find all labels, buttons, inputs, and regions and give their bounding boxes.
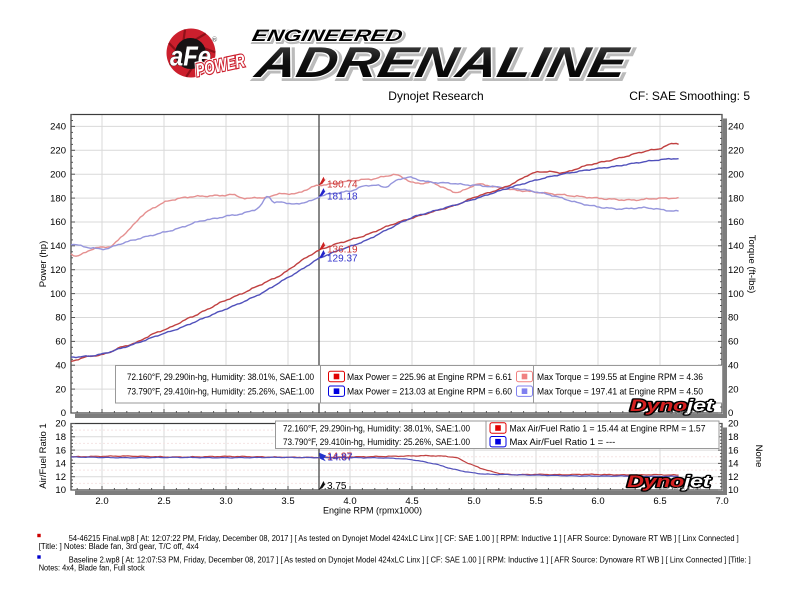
svg-text:Max Power = 225.96 at Engine R: Max Power = 225.96 at Engine RPM = 6.61 <box>347 372 512 383</box>
svg-text:180: 180 <box>50 193 66 204</box>
svg-text:12: 12 <box>728 472 739 483</box>
svg-text:18: 18 <box>55 432 66 443</box>
svg-text:129.37: 129.37 <box>327 254 358 265</box>
svg-text:60: 60 <box>728 337 739 348</box>
svg-text:ENGINEERED: ENGINEERED <box>250 26 404 45</box>
svg-text:3.5: 3.5 <box>281 496 294 507</box>
svg-text:Power (hp): Power (hp) <box>38 241 49 287</box>
svg-text:RESEARCH: RESEARCH <box>664 410 707 415</box>
svg-text:220: 220 <box>50 146 66 157</box>
svg-text:3.75: 3.75 <box>327 481 347 492</box>
svg-text:ADRENALINE: ADRENALINE <box>252 41 636 88</box>
svg-text:16: 16 <box>55 445 66 456</box>
svg-text:18: 18 <box>728 432 739 443</box>
svg-text:14: 14 <box>728 459 739 470</box>
svg-text:aFe: aFe <box>170 41 211 72</box>
svg-text:73.790°F, 29.410in-hg, Humidit: 73.790°F, 29.410in-hg, Humidity: 25.26%,… <box>127 387 314 398</box>
svg-text:ADRENALINE: ADRENALINE <box>250 39 634 86</box>
svg-text:CF: SAE Smoothing: 5: CF: SAE Smoothing: 5 <box>629 89 750 103</box>
svg-text:200: 200 <box>50 169 66 180</box>
svg-text:20: 20 <box>55 419 66 430</box>
svg-text:72.160°F, 29.290in-hg, Humidit: 72.160°F, 29.290in-hg, Humidity: 38.01%,… <box>283 424 470 435</box>
svg-text:5.5: 5.5 <box>529 496 542 507</box>
svg-text:R: R <box>213 37 216 42</box>
svg-text:40: 40 <box>728 360 739 371</box>
svg-text:100: 100 <box>50 289 66 300</box>
svg-text:16: 16 <box>728 445 739 456</box>
svg-text:20: 20 <box>55 384 66 395</box>
svg-text:Engine RPM (rpmx1000): Engine RPM (rpmx1000) <box>323 506 422 517</box>
svg-text:Dynojet Research: Dynojet Research <box>388 89 483 103</box>
svg-text:10: 10 <box>55 485 66 496</box>
svg-text:4.0: 4.0 <box>343 496 356 507</box>
svg-text:72.160°F, 29.290in-hg, Humidit: 72.160°F, 29.290in-hg, Humidity: 38.01%,… <box>127 372 314 383</box>
svg-text:160: 160 <box>728 217 744 228</box>
svg-text:240: 240 <box>728 122 744 133</box>
svg-text:73.790°F, 29.410in-hg, Humidit: 73.790°F, 29.410in-hg, Humidity: 25.26%,… <box>283 437 470 448</box>
svg-text:None: None <box>753 445 764 468</box>
svg-text:240: 240 <box>50 122 66 133</box>
svg-text:0: 0 <box>728 408 733 419</box>
svg-text:200: 200 <box>728 169 744 180</box>
svg-text:RESEARCH: RESEARCH <box>661 486 704 491</box>
svg-text:180: 180 <box>728 193 744 204</box>
svg-text:2.5: 2.5 <box>157 496 170 507</box>
svg-text:Torque (ft-lbs): Torque (ft-lbs) <box>746 235 757 294</box>
svg-text:Max Torque = 199.55 at Engine: Max Torque = 199.55 at Engine RPM = 4.36 <box>537 372 703 383</box>
svg-text:ENGINEERED: ENGINEERED <box>252 28 406 47</box>
svg-text:Air/Fuel Ratio 1: Air/Fuel Ratio 1 <box>38 423 49 488</box>
svg-text:220: 220 <box>728 146 744 157</box>
svg-text:54-46215 Final.wp8 [ At: 12:07: 54-46215 Final.wp8 [ At: 12:07:22 PM, Fr… <box>69 534 739 543</box>
svg-text:Max Air/Fuel Ratio 1 = 15.44 a: Max Air/Fuel Ratio 1 = 15.44 at Engine R… <box>510 424 706 435</box>
svg-text:6.5: 6.5 <box>653 496 666 507</box>
svg-text:12: 12 <box>55 472 66 483</box>
svg-text:190.74: 190.74 <box>327 179 358 190</box>
svg-text:10: 10 <box>728 485 739 496</box>
svg-text:140: 140 <box>50 241 66 252</box>
svg-text:140: 140 <box>728 241 744 252</box>
svg-text:14.87: 14.87 <box>327 452 352 463</box>
svg-text:Baseline 2.wp8 [ At: 12:07:53: Baseline 2.wp8 [ At: 12:07:53 PM, Friday… <box>69 556 751 565</box>
svg-text:Dynojet: Dyno jet <box>627 473 713 491</box>
svg-text:160: 160 <box>50 217 66 228</box>
svg-text:7.0: 7.0 <box>715 496 728 507</box>
svg-text:20: 20 <box>728 384 739 395</box>
svg-text:14.87: 14.87 <box>328 453 353 464</box>
svg-text:Max Torque = 197.41 at Engine: Max Torque = 197.41 at Engine RPM = 4.50 <box>537 387 703 398</box>
svg-text:40: 40 <box>55 360 66 371</box>
svg-text:0: 0 <box>61 408 66 419</box>
svg-text:[Title: ] Notes: Blade fan, 3: [Title: ] Notes: Blade fan, 3rd gear, T/… <box>39 542 200 551</box>
svg-text:2.0: 2.0 <box>95 496 108 507</box>
svg-text:14: 14 <box>55 459 66 470</box>
svg-text:Dynojet: Dyno jet <box>630 397 716 415</box>
svg-text:4.5: 4.5 <box>405 496 418 507</box>
svg-text:80: 80 <box>55 313 66 324</box>
svg-text:5.0: 5.0 <box>467 496 480 507</box>
svg-text:Notes: 4x4, Blade fan, Full st: Notes: 4x4, Blade fan, Full stock <box>39 564 146 573</box>
svg-text:80: 80 <box>728 313 739 324</box>
svg-text:120: 120 <box>50 265 66 276</box>
svg-text:120: 120 <box>728 265 744 276</box>
svg-text:60: 60 <box>55 337 66 348</box>
svg-text:3.0: 3.0 <box>219 496 232 507</box>
svg-text:20: 20 <box>728 419 739 430</box>
svg-text:181.18: 181.18 <box>327 192 358 203</box>
svg-text:Max Air/Fuel Ratio 1 = ---: Max Air/Fuel Ratio 1 = --- <box>510 437 616 448</box>
svg-text:Max Power = 213.03 at Engine R: Max Power = 213.03 at Engine RPM = 6.60 <box>347 387 512 398</box>
svg-text:100: 100 <box>728 289 744 300</box>
svg-text:136.19: 136.19 <box>327 244 358 255</box>
svg-text:6.0: 6.0 <box>591 496 604 507</box>
